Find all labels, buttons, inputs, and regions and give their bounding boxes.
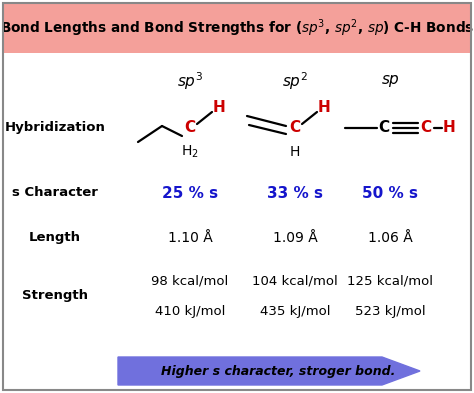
Text: 435 kJ/mol: 435 kJ/mol bbox=[260, 305, 330, 318]
Text: Higher s character, stroger bond.: Higher s character, stroger bond. bbox=[161, 364, 395, 378]
Text: Strength: Strength bbox=[22, 290, 88, 303]
Bar bbox=[3, 50, 471, 390]
Text: s Character: s Character bbox=[12, 187, 98, 200]
Text: Length: Length bbox=[29, 231, 81, 244]
Text: H: H bbox=[290, 145, 300, 159]
Text: 25 % s: 25 % s bbox=[162, 185, 218, 200]
Text: C: C bbox=[290, 121, 301, 136]
Text: 1.09 Å: 1.09 Å bbox=[273, 231, 318, 245]
Text: C: C bbox=[420, 121, 431, 136]
Text: 1.06 Å: 1.06 Å bbox=[368, 231, 412, 245]
Text: 98 kcal/mol: 98 kcal/mol bbox=[151, 274, 228, 288]
Text: 410 kJ/mol: 410 kJ/mol bbox=[155, 305, 225, 318]
Text: 1.10 Å: 1.10 Å bbox=[168, 231, 212, 245]
Text: 523 kJ/mol: 523 kJ/mol bbox=[355, 305, 425, 318]
Text: $\mathit{sp}$: $\mathit{sp}$ bbox=[381, 73, 400, 89]
Text: H$_2$: H$_2$ bbox=[181, 144, 199, 160]
Text: H: H bbox=[443, 121, 456, 136]
Text: $\mathit{sp}^3$: $\mathit{sp}^3$ bbox=[177, 70, 203, 92]
Text: $\mathit{sp}^2$: $\mathit{sp}^2$ bbox=[282, 70, 308, 92]
Text: H: H bbox=[318, 101, 330, 116]
Text: C: C bbox=[184, 121, 196, 136]
Text: 50 % s: 50 % s bbox=[362, 185, 418, 200]
Text: C: C bbox=[378, 121, 390, 136]
Bar bbox=[3, 3, 471, 53]
Text: 33 % s: 33 % s bbox=[267, 185, 323, 200]
Text: Bond Lengths and Bond Strengths for ($\mathit{sp}^3$, $\mathit{sp}^2$, $\mathit{: Bond Lengths and Bond Strengths for ($\m… bbox=[0, 17, 474, 39]
Text: 104 kcal/mol: 104 kcal/mol bbox=[252, 274, 338, 288]
Text: 125 kcal/mol: 125 kcal/mol bbox=[347, 274, 433, 288]
FancyArrow shape bbox=[118, 357, 420, 385]
Text: H: H bbox=[213, 101, 225, 116]
Text: Hybridization: Hybridization bbox=[5, 121, 105, 134]
